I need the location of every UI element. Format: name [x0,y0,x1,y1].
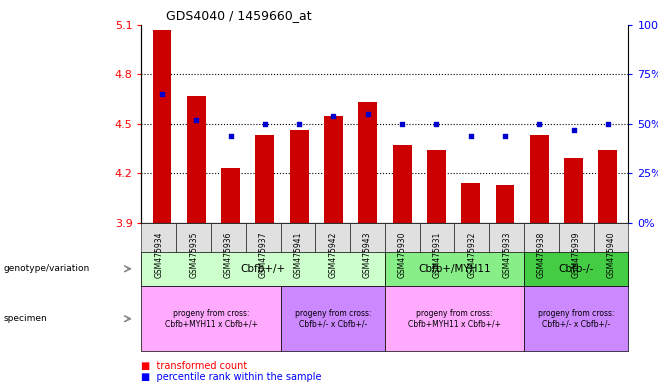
Text: Cbfb-/-: Cbfb-/- [559,264,594,274]
Text: ■  transformed count: ■ transformed count [141,361,247,371]
Bar [187,96,206,223]
Bar [324,116,343,223]
Bar [427,150,445,223]
Point [397,121,407,127]
Point [225,132,236,139]
Text: progeny from cross:
Cbfb+MYH11 x Cbfb+/+: progeny from cross: Cbfb+MYH11 x Cbfb+/+ [408,309,501,328]
Text: Cbfb+/MYH11: Cbfb+/MYH11 [418,264,491,274]
Bar [530,136,549,223]
Text: GSM475943: GSM475943 [363,231,372,278]
Point [534,121,545,127]
Text: GSM475938: GSM475938 [537,231,546,278]
Text: GSM475935: GSM475935 [189,231,198,278]
Bar [393,145,411,223]
Point [260,121,270,127]
Text: GSM475930: GSM475930 [398,231,407,278]
Point [603,121,613,127]
Point [569,127,579,133]
Text: progeny from cross:
Cbfb+MYH11 x Cbfb+/+: progeny from cross: Cbfb+MYH11 x Cbfb+/+ [164,309,257,328]
Text: GSM475934: GSM475934 [155,231,163,278]
Text: progeny from cross:
Cbfb+/- x Cbfb+/-: progeny from cross: Cbfb+/- x Cbfb+/- [295,309,371,328]
Text: genotype/variation: genotype/variation [3,264,89,273]
Point [328,113,339,119]
Text: Cbfb+/+: Cbfb+/+ [241,264,286,274]
Text: GSM475937: GSM475937 [259,231,268,278]
Text: GSM475940: GSM475940 [607,231,615,278]
Point [363,111,373,117]
Point [431,121,442,127]
Text: GSM475933: GSM475933 [502,231,511,278]
Text: progeny from cross:
Cbfb+/- x Cbfb+/-: progeny from cross: Cbfb+/- x Cbfb+/- [538,309,615,328]
Bar [495,185,515,223]
Point [499,132,510,139]
Text: GSM475942: GSM475942 [328,231,338,278]
Point [465,132,476,139]
Point [191,117,201,123]
Bar [359,103,377,223]
Text: specimen: specimen [3,314,47,323]
Point [157,91,167,97]
Bar [564,159,583,223]
Bar [221,168,240,223]
Text: GSM475939: GSM475939 [572,231,581,278]
Bar [255,136,274,223]
Bar [461,183,480,223]
Text: GSM475936: GSM475936 [224,231,233,278]
Point [294,121,305,127]
Text: GDS4040 / 1459660_at: GDS4040 / 1459660_at [166,9,311,22]
Text: GSM475941: GSM475941 [293,231,303,278]
Text: ■  percentile rank within the sample: ■ percentile rank within the sample [141,372,322,382]
Text: GSM475932: GSM475932 [467,231,476,278]
Bar [598,150,617,223]
Bar [290,131,309,223]
Text: GSM475931: GSM475931 [432,231,442,278]
Bar [153,30,172,223]
